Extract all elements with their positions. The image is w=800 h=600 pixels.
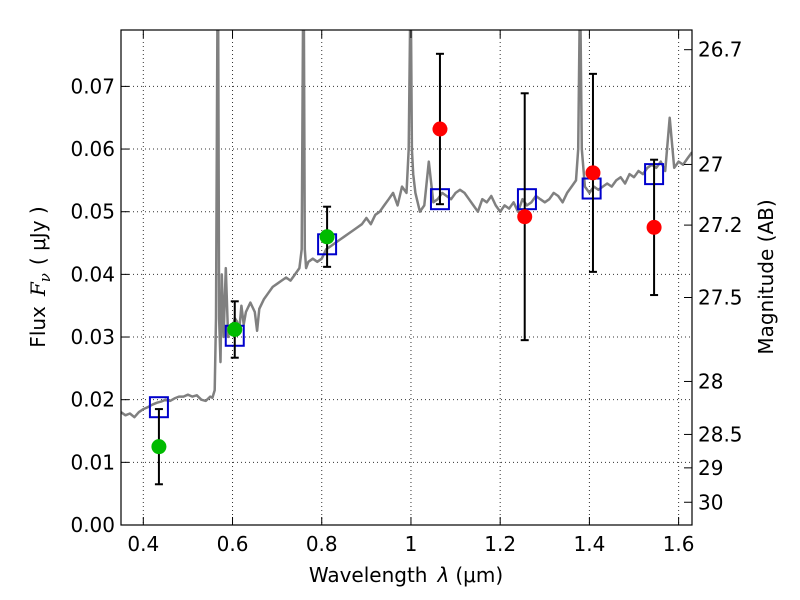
y-axis-title: FluxFν( μJy ) xyxy=(26,206,54,347)
red-data-point xyxy=(517,209,533,225)
model-square-marker xyxy=(516,188,537,211)
right-axis-title: Magnitude (AB) xyxy=(754,199,778,354)
x-tick-label: 0.8 xyxy=(306,532,338,556)
grid xyxy=(121,30,692,526)
y-tick-label: 0.02 xyxy=(70,388,115,412)
magnitude-tick-label: 27.5 xyxy=(698,286,743,310)
x-tick-label: 1 xyxy=(405,532,418,556)
x-tick-label: 1.6 xyxy=(663,532,695,556)
red-data-point xyxy=(432,121,448,137)
spectrum-line xyxy=(121,30,692,419)
tick-labels: 0.4 0.6 0.8 1 1.2 1.4 1.6 0.00 0.01 0.02 0.03 0.04 0… xyxy=(70,38,742,556)
y-tick-label: 0.01 xyxy=(70,450,115,474)
x-tick-label: 0.6 xyxy=(217,532,249,556)
red-data-point xyxy=(646,219,662,235)
magnitude-tick-label: 28.5 xyxy=(698,422,743,446)
magnitude-tick-label: 28 xyxy=(698,369,723,393)
ticks xyxy=(121,30,692,526)
magnitude-tick-label: 27 xyxy=(698,152,723,176)
x-axis-title: Wavelength λ (μm) xyxy=(309,563,503,587)
x-tick-label: 1.4 xyxy=(573,532,605,556)
magnitude-tick-label: 30 xyxy=(698,490,723,514)
x-tick-label: 1.2 xyxy=(484,532,516,556)
y-tick-label: 0.04 xyxy=(70,262,115,286)
y-tick-label: 0.03 xyxy=(70,325,115,349)
y-tick-label: 0.05 xyxy=(70,200,115,224)
plot-frame xyxy=(120,29,693,526)
series-layer xyxy=(121,30,692,486)
green-data-point xyxy=(319,229,335,245)
red-data-point xyxy=(585,165,601,181)
green-data-point xyxy=(151,439,167,455)
y-tick-label: 0.07 xyxy=(70,74,115,98)
green-data-point xyxy=(227,322,243,338)
magnitude-tick-label: 29 xyxy=(698,456,723,480)
x-tick-label: 0.4 xyxy=(127,532,159,556)
magnitude-tick-label: 27.2 xyxy=(698,213,743,237)
y-tick-label: 0.00 xyxy=(70,513,115,537)
y-tick-label: 0.06 xyxy=(70,137,115,161)
magnitude-tick-label: 26.7 xyxy=(698,38,743,62)
